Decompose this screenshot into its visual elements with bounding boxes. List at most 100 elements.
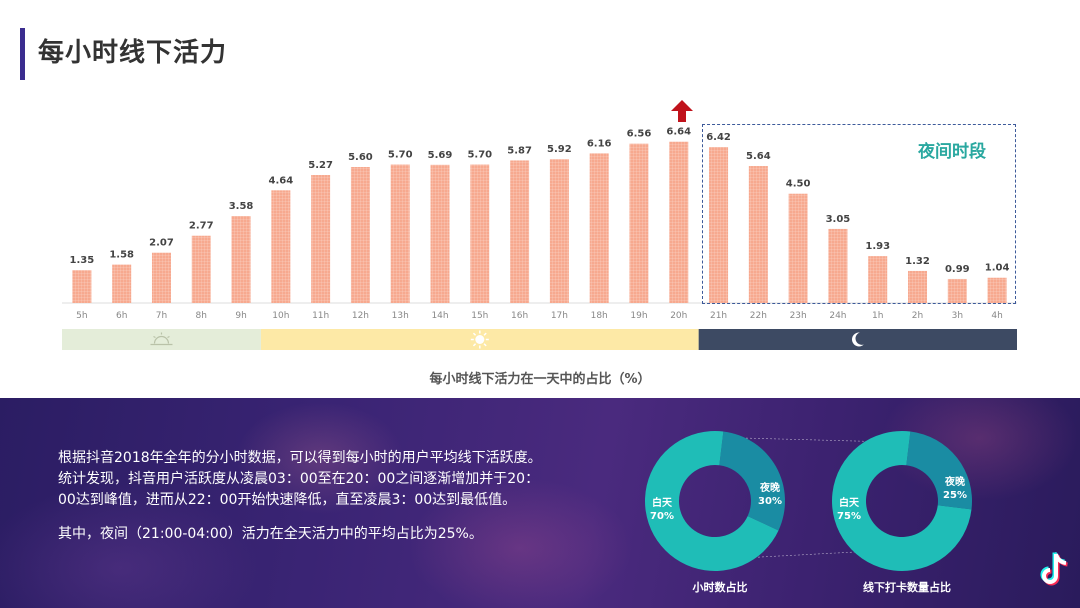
description-line-2: 统计发现，抖音用户活跃度从凌晨03：00至在20：00之间逐渐增加并于20：	[58, 471, 540, 487]
tick-label-21h: 21h	[710, 311, 727, 321]
sunrise-icon	[150, 332, 173, 346]
value-label-24h: 3.05	[826, 214, 851, 225]
value-label-7h: 2.07	[149, 238, 174, 249]
bar-12h	[350, 167, 370, 303]
donut-1-night-segment	[719, 431, 785, 531]
bar-22h	[748, 166, 768, 303]
value-label-13h: 5.70	[388, 150, 413, 161]
donut-charts: 白天 70% 夜晚 30% 小时数占比 白天 75% 夜晚 25% 线下打卡数量占比	[645, 431, 972, 594]
donut-1-day-label: 白天	[652, 496, 673, 509]
tick-label-10h: 10h	[272, 311, 289, 321]
night-period-label: 夜间时段	[918, 142, 986, 162]
donut-1-night-value: 30%	[758, 496, 782, 507]
tick-label-1h: 1h	[872, 311, 883, 321]
description-line-3: 00达到峰值，进而从22：00开始快速降低，直至凌晨3：00达到最低值。	[58, 492, 517, 508]
bar-5h	[72, 270, 92, 303]
sun-icon	[470, 330, 489, 349]
donut-2-night-value: 25%	[943, 490, 967, 501]
value-label-22h: 5.64	[746, 151, 771, 162]
value-label-2h: 1.32	[905, 256, 930, 267]
bar-19h	[629, 143, 649, 303]
tick-label-11h: 11h	[312, 311, 329, 321]
bar-24h	[828, 228, 848, 303]
bar-3h	[947, 278, 967, 303]
value-label-20h: 6.64	[666, 127, 691, 138]
bar-16h	[510, 160, 530, 303]
tick-label-19h: 19h	[630, 311, 647, 321]
tick-label-5h: 5h	[76, 311, 87, 321]
bar-9h	[231, 216, 251, 303]
tick-label-17h: 17h	[551, 311, 568, 321]
tick-label-18h: 18h	[591, 311, 608, 321]
tick-label-13h: 13h	[392, 311, 409, 321]
band-moon	[698, 329, 1017, 350]
tick-label-23h: 23h	[790, 311, 807, 321]
donut-1-title: 小时数占比	[692, 580, 748, 594]
value-label-9h: 3.58	[229, 201, 254, 212]
value-label-4h: 1.04	[985, 263, 1010, 274]
bar-chart-svg: 1.35 5h 1.58 6h 2.07 7h 2.77 8h 3.58 9h 4.64 10h 5.2…	[62, 127, 1017, 350]
value-label-12h: 5.60	[348, 152, 373, 163]
donut-1-day-segment	[645, 431, 779, 571]
value-label-19h: 6.56	[627, 129, 652, 140]
band-sunrise	[62, 329, 261, 350]
donut-2-day-segment	[831, 431, 972, 571]
peak-up-arrow-icon	[671, 100, 693, 122]
donut-2-day-value: 75%	[837, 511, 861, 522]
value-label-10h: 4.64	[269, 175, 294, 186]
value-label-6h: 1.58	[109, 250, 134, 261]
donut-1-night-label: 夜晚	[759, 481, 780, 494]
value-label-8h: 2.77	[189, 221, 214, 232]
moon-icon	[851, 332, 864, 347]
night-period-box	[702, 124, 1016, 304]
bar-7h	[151, 252, 171, 303]
bar-chart: 1.35 5h 1.58 6h 2.07 7h 2.77 8h 3.58 9h 4.64 10h 5.2…	[0, 90, 1080, 390]
bar-6h	[112, 264, 132, 303]
bar-13h	[390, 164, 410, 303]
tick-label-9h: 9h	[235, 311, 246, 321]
value-label-16h: 5.87	[507, 145, 532, 156]
bar-4h	[987, 277, 1007, 303]
tiktok-logo-icon	[1040, 551, 1068, 586]
bar-17h	[549, 159, 569, 303]
tick-label-6h: 6h	[116, 311, 127, 321]
page-title: 每小时线下活力	[38, 38, 228, 68]
bar-2h	[908, 270, 928, 303]
value-label-1h: 1.93	[865, 241, 890, 252]
description-paragraph-2: 其中，夜间（21:00-04:00）活力在全天活力中的平均占比为25%。	[58, 526, 483, 542]
bar-18h	[589, 153, 609, 303]
value-label-15h: 5.70	[467, 150, 492, 161]
tick-label-14h: 14h	[431, 311, 448, 321]
value-label-3h: 0.99	[945, 264, 970, 275]
value-label-18h: 6.16	[587, 138, 612, 149]
donut-2-title: 线下打卡数量占比	[863, 580, 951, 594]
tick-label-7h: 7h	[156, 311, 167, 321]
value-label-5h: 1.35	[70, 255, 95, 266]
donut-2-night-label: 夜晚	[944, 475, 965, 488]
tick-label-22h: 22h	[750, 311, 767, 321]
tick-label-4h: 4h	[991, 311, 1002, 321]
bar-10h	[271, 190, 291, 303]
bar-1h	[868, 256, 888, 303]
tick-label-15h: 15h	[471, 311, 488, 321]
bar-15h	[470, 164, 490, 303]
value-label-21h: 6.42	[706, 132, 731, 143]
bar-14h	[430, 164, 450, 303]
title-accent-bar	[20, 28, 25, 80]
donut-2-day-label: 白天	[839, 496, 860, 509]
tick-label-12h: 12h	[352, 311, 369, 321]
bar-21h	[709, 147, 729, 303]
tick-label-20h: 20h	[670, 311, 687, 321]
value-label-11h: 5.27	[308, 160, 333, 171]
bar-11h	[311, 175, 331, 303]
tick-label-24h: 24h	[829, 311, 846, 321]
description-text: 根据抖音2018年全年的分小时数据，可以得到每小时的用户平均线下活跃度。 统计发…	[58, 448, 618, 545]
bar-20h	[669, 141, 689, 303]
tick-label-8h: 8h	[196, 311, 207, 321]
tick-label-16h: 16h	[511, 311, 528, 321]
chart-caption: 每小时线下活力在一天中的占比（%）	[429, 372, 651, 387]
description-line-1: 根据抖音2018年全年的分小时数据，可以得到每小时的用户平均线下活跃度。	[58, 450, 542, 466]
donut-2-night-segment	[906, 431, 972, 510]
bar-23h	[788, 193, 808, 303]
bar-8h	[191, 235, 211, 303]
